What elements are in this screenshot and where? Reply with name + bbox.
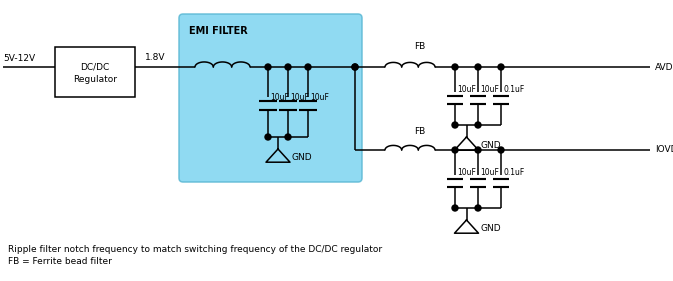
Text: 10uF: 10uF	[270, 93, 289, 102]
Circle shape	[285, 64, 291, 70]
Bar	[55, 47, 135, 97]
Text: FB: FB	[415, 127, 425, 136]
Circle shape	[285, 134, 291, 140]
Circle shape	[498, 64, 504, 70]
Circle shape	[452, 122, 458, 128]
Text: Ripple filter notch frequency to match switching frequency of the DC/DC regulato: Ripple filter notch frequency to match s…	[8, 245, 382, 254]
Circle shape	[352, 64, 358, 70]
Circle shape	[475, 205, 481, 211]
Circle shape	[305, 64, 311, 70]
Text: GND: GND	[481, 141, 501, 150]
Text: 10uF: 10uF	[480, 85, 499, 94]
Text: IOVDD: IOVDD	[655, 146, 673, 155]
Circle shape	[265, 64, 271, 70]
Circle shape	[475, 122, 481, 128]
Text: 0.1uF: 0.1uF	[503, 168, 524, 177]
Circle shape	[452, 205, 458, 211]
FancyBboxPatch shape	[179, 14, 362, 182]
Text: FB = Ferrite bead filter: FB = Ferrite bead filter	[8, 257, 112, 266]
Circle shape	[352, 64, 358, 70]
Text: GND: GND	[481, 224, 501, 233]
Text: 10uF: 10uF	[457, 168, 476, 177]
Text: 10uF: 10uF	[457, 85, 476, 94]
Text: 1.8V: 1.8V	[145, 53, 166, 62]
Text: GND: GND	[292, 153, 313, 162]
Circle shape	[265, 134, 271, 140]
Circle shape	[475, 147, 481, 153]
Text: Regulator: Regulator	[73, 75, 117, 84]
Text: 10uF: 10uF	[290, 93, 309, 102]
Text: 10uF: 10uF	[480, 168, 499, 177]
Text: 10uF: 10uF	[310, 93, 329, 102]
Circle shape	[475, 64, 481, 70]
Circle shape	[498, 147, 504, 153]
Text: AVDD: AVDD	[655, 62, 673, 71]
Text: 0.1uF: 0.1uF	[503, 85, 524, 94]
Text: EMI FILTER: EMI FILTER	[189, 26, 248, 36]
Circle shape	[452, 147, 458, 153]
Text: 5V-12V: 5V-12V	[3, 54, 35, 63]
Text: DC/DC: DC/DC	[80, 62, 110, 71]
Circle shape	[452, 64, 458, 70]
Text: FB: FB	[415, 42, 425, 51]
